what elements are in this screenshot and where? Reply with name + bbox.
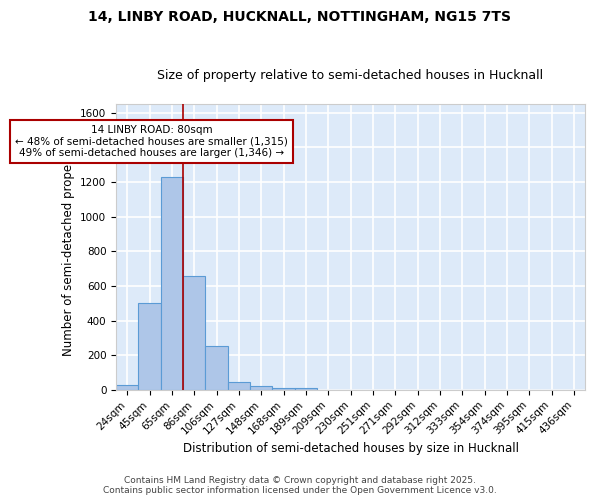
Bar: [139, 303, 161, 390]
Text: 14 LINBY ROAD: 80sqm
← 48% of semi-detached houses are smaller (1,315)
49% of se: 14 LINBY ROAD: 80sqm ← 48% of semi-detac…: [15, 125, 288, 158]
Text: Contains HM Land Registry data © Crown copyright and database right 2025.
Contai: Contains HM Land Registry data © Crown c…: [103, 476, 497, 495]
Bar: [228, 382, 250, 390]
Bar: [272, 388, 295, 390]
Bar: [250, 386, 272, 390]
Title: Size of property relative to semi-detached houses in Hucknall: Size of property relative to semi-detach…: [157, 69, 544, 82]
Bar: [205, 346, 228, 390]
Bar: [183, 276, 205, 390]
Bar: [116, 384, 139, 390]
Text: 14, LINBY ROAD, HUCKNALL, NOTTINGHAM, NG15 7TS: 14, LINBY ROAD, HUCKNALL, NOTTINGHAM, NG…: [89, 10, 511, 24]
Y-axis label: Number of semi-detached properties: Number of semi-detached properties: [62, 138, 74, 356]
X-axis label: Distribution of semi-detached houses by size in Hucknall: Distribution of semi-detached houses by …: [182, 442, 518, 455]
Bar: [295, 388, 317, 390]
Bar: [161, 177, 183, 390]
